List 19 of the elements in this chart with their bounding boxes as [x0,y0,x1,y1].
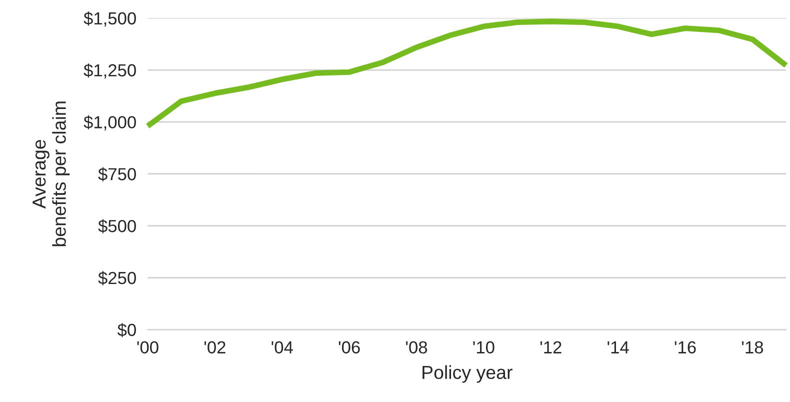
x-tick-label: '00 [137,341,158,354]
x-axis-title: Policy year [422,365,512,383]
x-tick-label: '12 [540,341,562,354]
x-tick-label: '08 [406,341,428,354]
x-tick-label: '06 [338,341,360,354]
y-axis-title: Average benefits per claim [32,102,70,246]
x-tick-label: '04 [272,341,293,354]
x-tick-label: '18 [742,341,764,354]
y-tick-label: $750 [98,167,136,182]
x-tick-label: '02 [204,341,226,354]
y-tick-label: $0 [117,323,136,338]
y-tick-label: $1,500 [84,12,136,27]
y-tick-label: $1,000 [84,115,136,130]
y-tick-label: $500 [98,219,136,234]
y-tick-label: $1,250 [84,63,136,79]
x-tick-label: '14 [608,341,629,354]
y-tick-label: $250 [98,271,136,286]
x-tick-label: '10 [473,341,494,354]
x-tick-label: '16 [674,341,696,354]
